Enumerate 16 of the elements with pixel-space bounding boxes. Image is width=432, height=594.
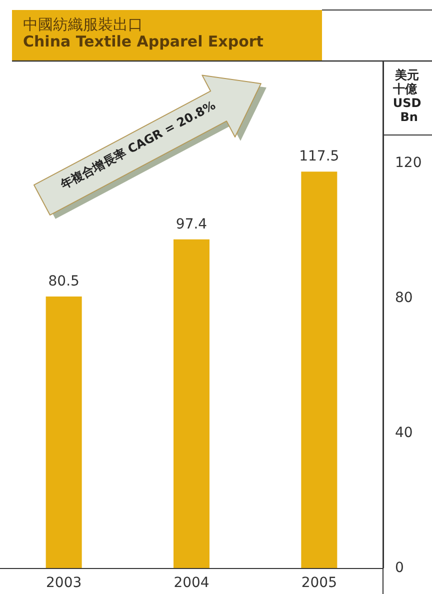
bar <box>46 296 82 568</box>
data-label: 97.4 <box>176 216 208 232</box>
y-axis-title: 美元十億 USD Bn <box>392 68 422 124</box>
y-tick-label: 40 <box>395 425 413 442</box>
bar <box>301 172 338 568</box>
bar <box>174 239 210 568</box>
x-tick-label: 2005 <box>301 575 337 591</box>
y-tick-label: 120 <box>395 155 422 172</box>
chart-title: 中國紡織服裝出口 <box>23 16 143 34</box>
data-label: 117.5 <box>299 148 340 165</box>
data-label: 80.5 <box>48 273 80 290</box>
x-tick-label: 2003 <box>46 575 82 591</box>
y-tick-label: 0 <box>395 560 404 576</box>
y-tick-label: 80 <box>395 290 413 306</box>
x-tick-label: 2004 <box>174 575 210 591</box>
chart-subtitle: China Textile Apparel Export <box>23 32 264 50</box>
